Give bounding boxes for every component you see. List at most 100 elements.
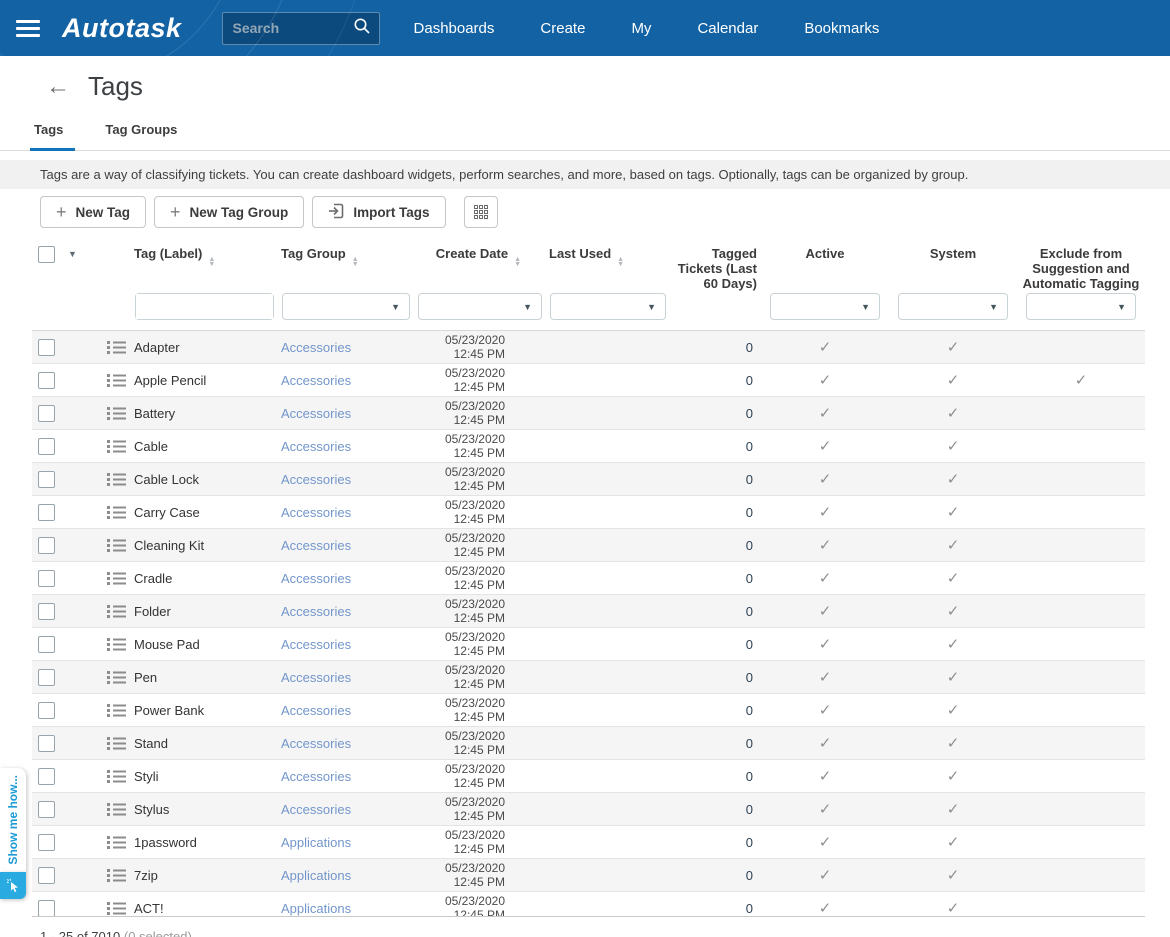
hamburger-menu-icon[interactable] [16, 16, 40, 41]
tag-group-link[interactable]: Accessories [281, 802, 351, 817]
row-menu-icon[interactable] [107, 406, 126, 421]
filter-create-date-select[interactable]: ▼ [418, 293, 542, 320]
new-tag-group-button[interactable]: + New Tag Group [154, 196, 304, 228]
sort-icon[interactable]: ▲▼ [514, 257, 521, 267]
nav-item-bookmarks[interactable]: Bookmarks [804, 20, 879, 37]
filter-exclude-select[interactable]: ▼ [1026, 293, 1136, 320]
row-checkbox[interactable] [38, 405, 55, 422]
show-me-how-tab[interactable]: Show me how... [0, 768, 26, 872]
new-tag-button[interactable]: + New Tag [40, 196, 146, 228]
row-checkbox[interactable] [38, 834, 55, 851]
row-menu-icon[interactable] [107, 538, 126, 553]
tag-group-link[interactable]: Accessories [281, 538, 351, 553]
show-me-how-button[interactable] [0, 872, 26, 899]
tag-group-link[interactable]: Accessories [281, 406, 351, 421]
autotask-logo[interactable]: Autotask [62, 13, 182, 44]
tag-group-link[interactable]: Accessories [281, 439, 351, 454]
tag-group-link[interactable]: Accessories [281, 637, 351, 652]
row-checkbox[interactable] [38, 504, 55, 521]
filter-active-select[interactable]: ▼ [770, 293, 880, 320]
row-checkbox[interactable] [38, 801, 55, 818]
tag-group-link[interactable]: Accessories [281, 670, 351, 685]
row-checkbox[interactable] [38, 570, 55, 587]
row-menu-icon[interactable] [107, 373, 126, 388]
column-header-last-used[interactable]: Last Used▲▼ [549, 246, 673, 267]
tag-group-link[interactable]: Accessories [281, 505, 351, 520]
tag-group-link[interactable]: Accessories [281, 340, 351, 355]
import-tags-button[interactable]: Import Tags [312, 196, 445, 228]
row-checkbox[interactable] [38, 735, 55, 752]
filter-tag-label-input[interactable] [135, 293, 274, 320]
tag-group-link[interactable]: Accessories [281, 736, 351, 751]
select-all-checkbox[interactable] [38, 246, 55, 263]
tab-tag-groups[interactable]: Tag Groups [103, 112, 179, 150]
tag-label: Mouse Pad [134, 637, 281, 652]
row-menu-icon[interactable] [107, 472, 126, 487]
filter-tag-group-select[interactable]: ▼ [282, 293, 410, 320]
page-title: Tags [88, 71, 143, 102]
row-menu-icon[interactable] [107, 802, 126, 817]
tag-group-link[interactable]: Accessories [281, 472, 351, 487]
nav-item-my[interactable]: My [631, 20, 651, 37]
row-menu-icon[interactable] [107, 439, 126, 454]
row-checkbox[interactable] [38, 471, 55, 488]
row-checkbox[interactable] [38, 537, 55, 554]
tag-group-link[interactable]: Applications [281, 835, 351, 850]
search-box[interactable] [222, 12, 380, 45]
new-tag-label: New Tag [76, 205, 131, 220]
row-checkbox[interactable] [38, 702, 55, 719]
search-icon[interactable] [353, 17, 371, 40]
search-input[interactable] [233, 20, 353, 36]
nav-item-dashboards[interactable]: Dashboards [414, 20, 495, 37]
column-header-tag-label[interactable]: Tag (Label)▲▼ [134, 246, 281, 267]
column-chooser-button[interactable] [464, 196, 498, 228]
row-checkbox[interactable] [38, 768, 55, 785]
active-cell: ✓ [761, 404, 889, 422]
row-menu-icon[interactable] [107, 637, 126, 652]
filter-last-used-select[interactable]: ▼ [550, 293, 666, 320]
row-menu-icon[interactable] [107, 340, 126, 355]
chevron-down-icon: ▼ [523, 303, 532, 312]
row-menu-icon[interactable] [107, 736, 126, 751]
row-menu-icon[interactable] [107, 505, 126, 520]
column-header-tag-group[interactable]: Tag Group▲▼ [281, 246, 417, 267]
tag-group-link[interactable]: Accessories [281, 571, 351, 586]
row-checkbox[interactable] [38, 900, 55, 917]
row-checkbox[interactable] [38, 438, 55, 455]
tag-group-link[interactable]: Applications [281, 901, 351, 916]
tag-group-link[interactable]: Accessories [281, 373, 351, 388]
tagged-tickets-count: 0 [673, 901, 761, 916]
table-row: Cleaning Kit Accessories 05/23/202012:45… [32, 529, 1145, 562]
row-checkbox[interactable] [38, 636, 55, 653]
system-cell: ✓ [889, 635, 1017, 653]
sort-icon[interactable]: ▲▼ [208, 257, 215, 267]
create-date: 05/23/202012:45 PM [417, 397, 549, 429]
tab-tags[interactable]: Tags [32, 112, 65, 150]
select-dropdown-caret-icon[interactable]: ▼ [68, 247, 77, 262]
back-arrow-icon[interactable]: ← [46, 75, 70, 99]
tag-group-link[interactable]: Accessories [281, 703, 351, 718]
row-menu-icon[interactable] [107, 670, 126, 685]
row-checkbox[interactable] [38, 669, 55, 686]
row-checkbox[interactable] [38, 339, 55, 356]
filter-system-select[interactable]: ▼ [898, 293, 1008, 320]
row-menu-icon[interactable] [107, 703, 126, 718]
nav-item-calendar[interactable]: Calendar [697, 20, 758, 37]
row-checkbox[interactable] [38, 867, 55, 884]
row-menu-icon[interactable] [107, 604, 126, 619]
row-menu-icon[interactable] [107, 571, 126, 586]
sort-icon[interactable]: ▲▼ [352, 257, 359, 267]
tag-group-link[interactable]: Applications [281, 868, 351, 883]
row-menu-icon[interactable] [107, 769, 126, 784]
tag-group-link[interactable]: Accessories [281, 604, 351, 619]
column-header-create-date[interactable]: Create Date▲▼ [417, 246, 549, 267]
nav-item-create[interactable]: Create [540, 20, 585, 37]
row-menu-icon[interactable] [107, 835, 126, 850]
column-header-tagged-tickets: Tagged Tickets (Last 60 Days) [673, 246, 761, 291]
row-menu-icon[interactable] [107, 901, 126, 916]
row-menu-icon[interactable] [107, 868, 126, 883]
row-checkbox[interactable] [38, 603, 55, 620]
row-checkbox[interactable] [38, 372, 55, 389]
tag-group-link[interactable]: Accessories [281, 769, 351, 784]
sort-icon[interactable]: ▲▼ [617, 257, 624, 267]
